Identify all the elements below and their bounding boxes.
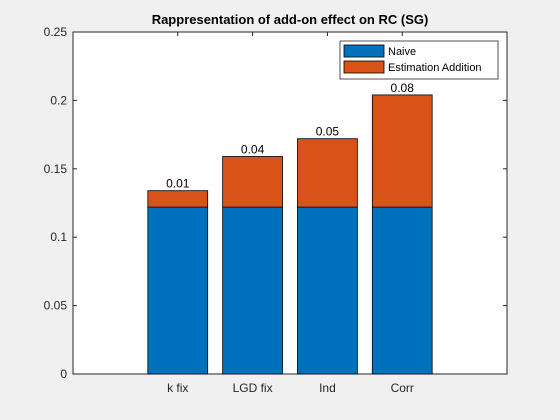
- legend: Naive Estimation Addition: [339, 40, 499, 80]
- legend-swatch: [343, 60, 385, 74]
- bar-naive: [297, 206, 358, 375]
- plot-area: [72, 31, 508, 375]
- y-tick-label: 0.05: [44, 299, 68, 313]
- y-tick-label: 0.1: [50, 230, 67, 244]
- y-axis: 0 0.05 0.1 0.15 0.2 0.25: [44, 25, 507, 381]
- x-tick-label: Ind: [319, 381, 336, 395]
- chart-title: Rappresentation of add-on effect on RC (…: [152, 12, 429, 27]
- bar-estimation-addition: [147, 190, 209, 208]
- bar-naive: [371, 206, 433, 375]
- y-tick-label: 0.25: [44, 25, 68, 39]
- y-tick-label: 0.15: [44, 162, 68, 176]
- bar-estimation-addition: [297, 138, 358, 208]
- x-tick-label: LGD fix: [233, 381, 273, 395]
- y-tick-label: 0: [60, 367, 67, 381]
- x-tick-label: Corr: [391, 381, 414, 395]
- x-axis: k fix LGD fix Ind Corr: [167, 32, 414, 395]
- x-tick-label: k fix: [167, 381, 188, 395]
- legend-label: Estimation Addition: [388, 62, 482, 74]
- legend-label: Naive: [388, 46, 416, 58]
- data-label: 0.04: [241, 142, 265, 156]
- legend-swatch: [343, 44, 385, 58]
- bar-naive: [222, 206, 283, 375]
- data-label: 0.05: [316, 125, 340, 139]
- data-label: 0.01: [166, 177, 190, 191]
- y-tick-label: 0.2: [50, 93, 67, 107]
- bar-naive: [147, 206, 209, 375]
- data-label: 0.08: [391, 81, 415, 95]
- bars: 0.120.010.120.040.120.050.120.08: [147, 81, 433, 375]
- bar-estimation-addition: [371, 94, 433, 208]
- bar-estimation-addition: [222, 156, 283, 208]
